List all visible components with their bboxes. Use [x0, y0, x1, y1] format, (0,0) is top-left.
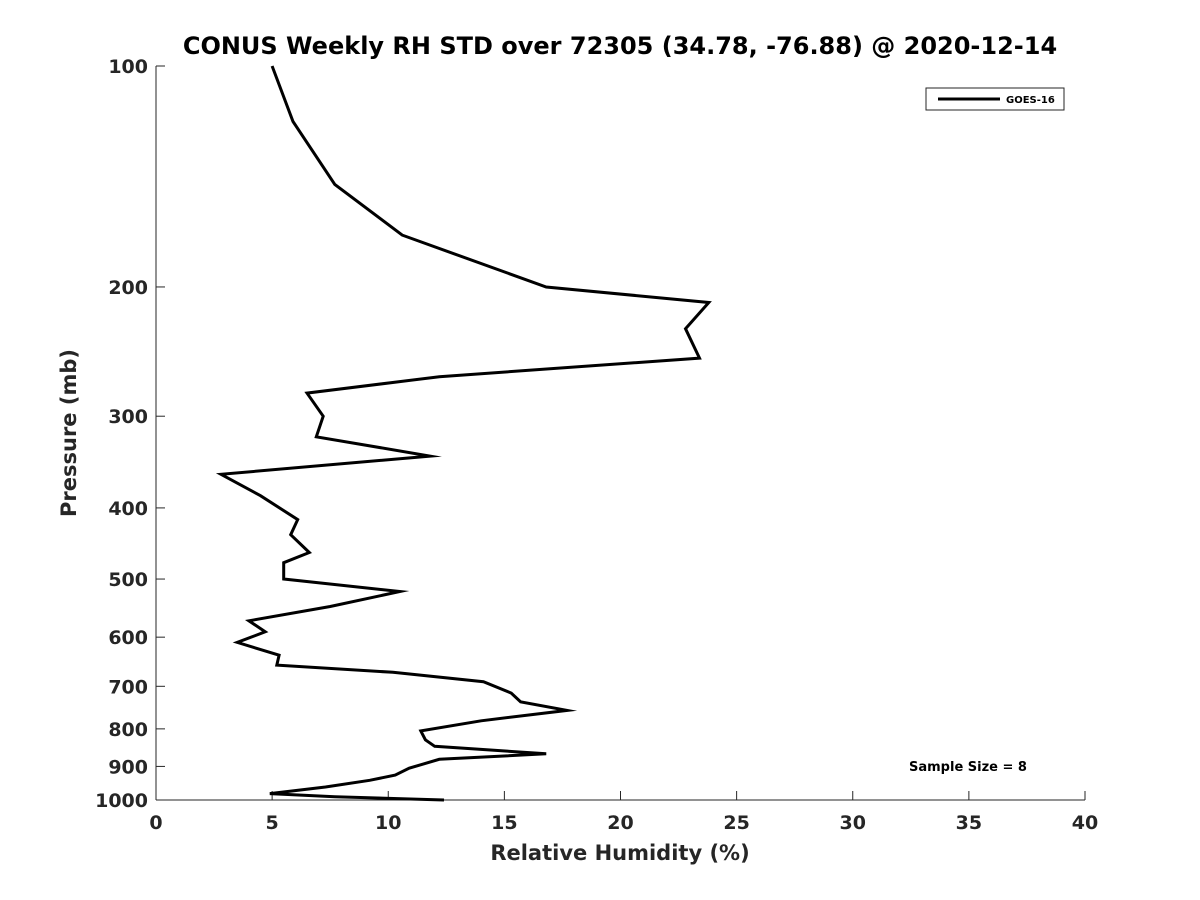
y-tick-label: 900 [108, 756, 148, 778]
y-axis-label: Pressure (mb) [57, 349, 81, 517]
sample-size-annotation: Sample Size = 8 [909, 760, 1027, 775]
x-tick-label: 40 [1072, 812, 1098, 834]
x-tick-label: 5 [266, 812, 279, 834]
x-tick-label: 30 [840, 812, 866, 834]
x-axis-label: Relative Humidity (%) [490, 841, 749, 865]
y-tick-label: 100 [108, 56, 148, 78]
x-tick-label: 20 [607, 812, 633, 834]
y-tick-label: 700 [108, 676, 148, 698]
x-tick-label: 10 [375, 812, 401, 834]
y-tick-label: 1000 [95, 790, 148, 812]
y-tick-label: 600 [108, 627, 148, 649]
series-line-goes-16 [215, 65, 712, 802]
plot-area: 0 5 10 15 20 25 30 35 40 100 200 300 400 500 600 700 800… [95, 56, 1098, 834]
x-tick-label: 0 [149, 812, 162, 834]
x-tick-label: 35 [956, 812, 982, 834]
legend-entry-goes-16: GOES-16 [1006, 95, 1055, 106]
y-tick-label: 200 [108, 277, 148, 299]
chart-title: CONUS Weekly RH STD over 72305 (34.78, -… [183, 32, 1057, 60]
y-tick-label: 500 [108, 569, 148, 591]
y-tick-label: 400 [108, 498, 148, 520]
x-tick-label: 25 [723, 812, 749, 834]
x-tick-label: 15 [491, 812, 517, 834]
y-tick-label: 300 [108, 406, 148, 428]
y-tick-label: 800 [108, 719, 148, 741]
legend: GOES-16 [925, 87, 1065, 111]
